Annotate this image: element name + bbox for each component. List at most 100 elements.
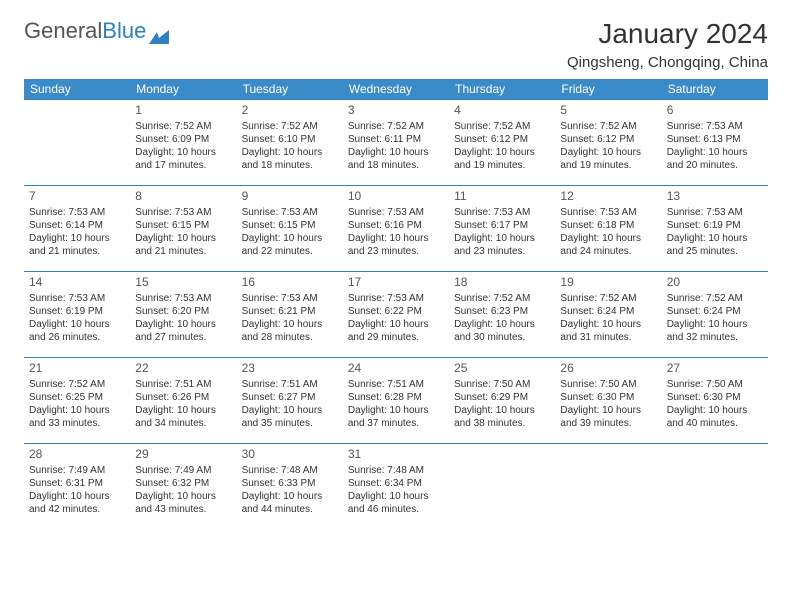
calendar-cell: 3Sunrise: 7:52 AMSunset: 6:11 PMDaylight…: [343, 100, 449, 186]
daylight-line: Daylight: 10 hours and 18 minutes.: [348, 146, 444, 172]
day-number: 19: [560, 275, 656, 291]
sunrise-line: Sunrise: 7:53 AM: [135, 206, 231, 219]
calendar-cell: 21Sunrise: 7:52 AMSunset: 6:25 PMDayligh…: [24, 358, 130, 444]
day-number: 30: [242, 447, 338, 463]
day-header: Friday: [555, 79, 661, 100]
calendar-cell: 30Sunrise: 7:48 AMSunset: 6:33 PMDayligh…: [237, 444, 343, 530]
day-number: 3: [348, 103, 444, 119]
day-header: Saturday: [662, 79, 768, 100]
daylight-line: Daylight: 10 hours and 28 minutes.: [242, 318, 338, 344]
sunrise-line: Sunrise: 7:53 AM: [348, 292, 444, 305]
sunset-line: Sunset: 6:21 PM: [242, 305, 338, 318]
calendar-cell: [449, 444, 555, 530]
calendar-week: 14Sunrise: 7:53 AMSunset: 6:19 PMDayligh…: [24, 272, 768, 358]
logo-mark-icon: [149, 24, 169, 38]
daylight-line: Daylight: 10 hours and 42 minutes.: [29, 490, 125, 516]
day-number: 17: [348, 275, 444, 291]
day-number: 22: [135, 361, 231, 377]
day-header: Tuesday: [237, 79, 343, 100]
daylight-line: Daylight: 10 hours and 23 minutes.: [454, 232, 550, 258]
daylight-line: Daylight: 10 hours and 19 minutes.: [454, 146, 550, 172]
day-header: Wednesday: [343, 79, 449, 100]
calendar-cell: 24Sunrise: 7:51 AMSunset: 6:28 PMDayligh…: [343, 358, 449, 444]
daylight-line: Daylight: 10 hours and 18 minutes.: [242, 146, 338, 172]
calendar-cell: 15Sunrise: 7:53 AMSunset: 6:20 PMDayligh…: [130, 272, 236, 358]
sunset-line: Sunset: 6:16 PM: [348, 219, 444, 232]
sunrise-line: Sunrise: 7:48 AM: [242, 464, 338, 477]
day-number: 25: [454, 361, 550, 377]
sunset-line: Sunset: 6:12 PM: [560, 133, 656, 146]
sunrise-line: Sunrise: 7:53 AM: [667, 206, 763, 219]
daylight-line: Daylight: 10 hours and 22 minutes.: [242, 232, 338, 258]
sunset-line: Sunset: 6:10 PM: [242, 133, 338, 146]
location: Qingsheng, Chongqing, China: [567, 54, 768, 71]
day-number: 8: [135, 189, 231, 205]
day-number: 5: [560, 103, 656, 119]
sunset-line: Sunset: 6:20 PM: [135, 305, 231, 318]
day-header: Thursday: [449, 79, 555, 100]
header: GeneralBlue January 2024 Qingsheng, Chon…: [24, 18, 768, 71]
calendar-week: 7Sunrise: 7:53 AMSunset: 6:14 PMDaylight…: [24, 186, 768, 272]
day-header-row: Sunday Monday Tuesday Wednesday Thursday…: [24, 79, 768, 100]
day-number: 26: [560, 361, 656, 377]
calendar-cell: 28Sunrise: 7:49 AMSunset: 6:31 PMDayligh…: [24, 444, 130, 530]
logo: GeneralBlue: [24, 18, 169, 44]
calendar-cell: 10Sunrise: 7:53 AMSunset: 6:16 PMDayligh…: [343, 186, 449, 272]
sunrise-line: Sunrise: 7:50 AM: [454, 378, 550, 391]
daylight-line: Daylight: 10 hours and 27 minutes.: [135, 318, 231, 344]
daylight-line: Daylight: 10 hours and 46 minutes.: [348, 490, 444, 516]
day-header: Sunday: [24, 79, 130, 100]
daylight-line: Daylight: 10 hours and 31 minutes.: [560, 318, 656, 344]
sunrise-line: Sunrise: 7:52 AM: [29, 378, 125, 391]
calendar-cell: 18Sunrise: 7:52 AMSunset: 6:23 PMDayligh…: [449, 272, 555, 358]
calendar-cell: 25Sunrise: 7:50 AMSunset: 6:29 PMDayligh…: [449, 358, 555, 444]
sunrise-line: Sunrise: 7:52 AM: [242, 120, 338, 133]
daylight-line: Daylight: 10 hours and 37 minutes.: [348, 404, 444, 430]
day-number: 12: [560, 189, 656, 205]
day-number: 14: [29, 275, 125, 291]
sunset-line: Sunset: 6:27 PM: [242, 391, 338, 404]
day-number: 24: [348, 361, 444, 377]
calendar-cell: 20Sunrise: 7:52 AMSunset: 6:24 PMDayligh…: [662, 272, 768, 358]
daylight-line: Daylight: 10 hours and 23 minutes.: [348, 232, 444, 258]
sunset-line: Sunset: 6:15 PM: [242, 219, 338, 232]
sunset-line: Sunset: 6:26 PM: [135, 391, 231, 404]
daylight-line: Daylight: 10 hours and 26 minutes.: [29, 318, 125, 344]
calendar-week: 21Sunrise: 7:52 AMSunset: 6:25 PMDayligh…: [24, 358, 768, 444]
daylight-line: Daylight: 10 hours and 40 minutes.: [667, 404, 763, 430]
sunrise-line: Sunrise: 7:52 AM: [454, 292, 550, 305]
calendar-cell: 4Sunrise: 7:52 AMSunset: 6:12 PMDaylight…: [449, 100, 555, 186]
sunrise-line: Sunrise: 7:50 AM: [667, 378, 763, 391]
month-title: January 2024: [567, 18, 768, 50]
sunset-line: Sunset: 6:34 PM: [348, 477, 444, 490]
sunset-line: Sunset: 6:24 PM: [560, 305, 656, 318]
day-number: 20: [667, 275, 763, 291]
sunset-line: Sunset: 6:15 PM: [135, 219, 231, 232]
sunrise-line: Sunrise: 7:53 AM: [454, 206, 550, 219]
day-number: 29: [135, 447, 231, 463]
daylight-line: Daylight: 10 hours and 20 minutes.: [667, 146, 763, 172]
calendar-cell: 17Sunrise: 7:53 AMSunset: 6:22 PMDayligh…: [343, 272, 449, 358]
daylight-line: Daylight: 10 hours and 19 minutes.: [560, 146, 656, 172]
day-number: 15: [135, 275, 231, 291]
calendar-cell: 13Sunrise: 7:53 AMSunset: 6:19 PMDayligh…: [662, 186, 768, 272]
calendar-cell: 29Sunrise: 7:49 AMSunset: 6:32 PMDayligh…: [130, 444, 236, 530]
sunrise-line: Sunrise: 7:51 AM: [135, 378, 231, 391]
calendar-cell: 7Sunrise: 7:53 AMSunset: 6:14 PMDaylight…: [24, 186, 130, 272]
calendar-cell: 6Sunrise: 7:53 AMSunset: 6:13 PMDaylight…: [662, 100, 768, 186]
daylight-line: Daylight: 10 hours and 32 minutes.: [667, 318, 763, 344]
calendar-cell: 9Sunrise: 7:53 AMSunset: 6:15 PMDaylight…: [237, 186, 343, 272]
sunrise-line: Sunrise: 7:53 AM: [242, 292, 338, 305]
daylight-line: Daylight: 10 hours and 25 minutes.: [667, 232, 763, 258]
day-number: 9: [242, 189, 338, 205]
daylight-line: Daylight: 10 hours and 34 minutes.: [135, 404, 231, 430]
sunset-line: Sunset: 6:24 PM: [667, 305, 763, 318]
day-number: 31: [348, 447, 444, 463]
sunrise-line: Sunrise: 7:53 AM: [29, 206, 125, 219]
day-number: 13: [667, 189, 763, 205]
calendar-cell: [662, 444, 768, 530]
sunset-line: Sunset: 6:32 PM: [135, 477, 231, 490]
daylight-line: Daylight: 10 hours and 44 minutes.: [242, 490, 338, 516]
sunset-line: Sunset: 6:25 PM: [29, 391, 125, 404]
sunset-line: Sunset: 6:30 PM: [667, 391, 763, 404]
